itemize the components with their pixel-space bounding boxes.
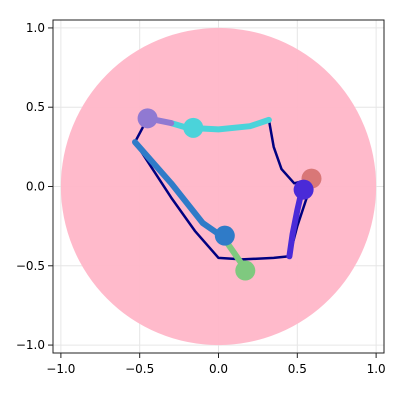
trajectory-segment-4 (286, 186, 305, 260)
x-tick-label-3: 0.5 (288, 362, 307, 376)
x-tick-label-1: −0.5 (125, 362, 154, 376)
y-tick-label-0: −1.0 (16, 338, 45, 352)
x-axis-ticks: −1.0 −0.5 0.0 0.5 1.0 (46, 353, 386, 376)
pink-disk-layer (60, 27, 377, 346)
trajectory-segment-0 (168, 116, 272, 133)
x-tick-label-2: 0.0 (209, 362, 228, 376)
marker-point-1 (183, 117, 204, 138)
marker-point-5 (235, 260, 256, 281)
y-tick-label-4: 1.0 (26, 21, 45, 35)
x-tick-label-4: 1.0 (367, 362, 386, 376)
marker-layer (137, 108, 322, 281)
marker-point-3 (293, 179, 314, 200)
y-tick-label-1: −0.5 (16, 259, 45, 273)
y-tick-label-3: 0.5 (26, 100, 45, 114)
unit-disk (60, 27, 377, 346)
x-tick-label-0: −1.0 (46, 362, 75, 376)
trajectory-segment-2 (132, 139, 227, 241)
y-tick-label-2: 0.0 (26, 180, 45, 194)
y-axis-ticks: −1.0 −0.5 0.0 0.5 1.0 (16, 21, 53, 352)
marker-point-0 (137, 108, 158, 129)
marker-point-4 (214, 225, 235, 246)
